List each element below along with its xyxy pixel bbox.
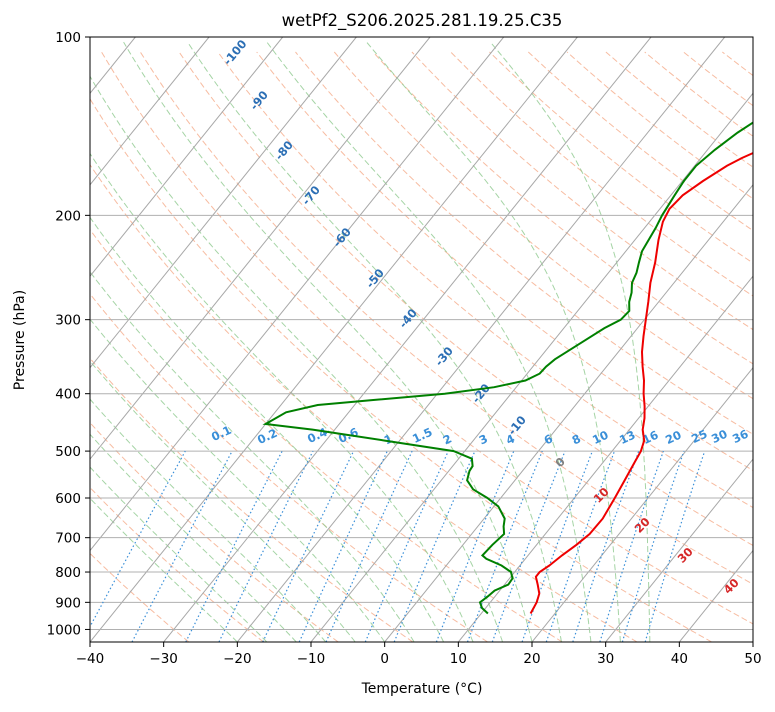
y-axis-label: Pressure (hPa) (12, 290, 28, 390)
x-tick-label: 20 (523, 651, 540, 667)
chart-title: wetPf2_S206.2025.281.19.25.C35 (282, 11, 563, 31)
y-tick-label: 300 (55, 313, 81, 329)
y-tick-label: 400 (55, 387, 81, 403)
x-tick-label: 40 (671, 651, 688, 667)
x-tick-label: 30 (597, 651, 614, 667)
y-tick-label: 1000 (47, 622, 81, 638)
x-tick-label: 10 (450, 651, 467, 667)
y-tick-label: 700 (55, 531, 81, 547)
x-tick-label: −30 (149, 651, 178, 667)
x-tick-label: −40 (76, 651, 105, 667)
y-tick-label: 800 (55, 565, 81, 581)
y-tick-label: 100 (55, 30, 81, 46)
x-tick-label: 50 (744, 651, 761, 667)
x-tick-label: 0 (380, 651, 389, 667)
y-tick-label: 500 (55, 444, 81, 460)
y-tick-label: 900 (55, 595, 81, 611)
x-tick-label: −10 (297, 651, 326, 667)
x-tick-label: −20 (223, 651, 252, 667)
x-axis-label: Temperature (°C) (361, 681, 483, 697)
y-tick-label: 200 (55, 208, 81, 224)
y-tick-label: 600 (55, 491, 81, 507)
